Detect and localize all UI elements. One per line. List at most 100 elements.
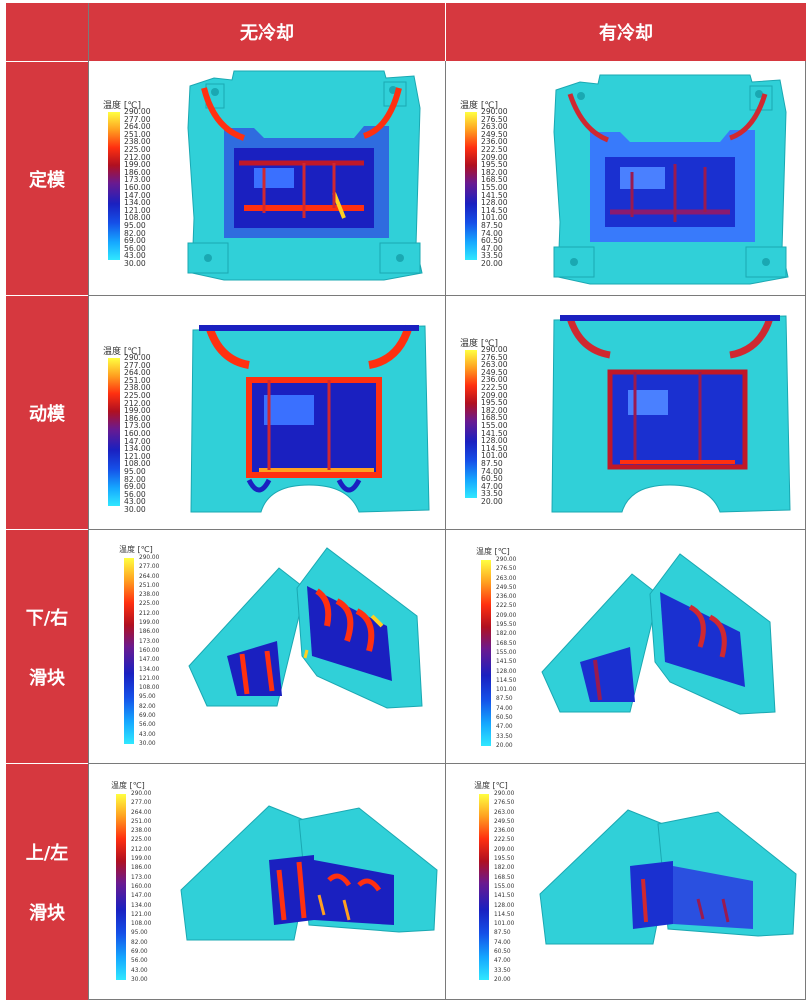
legend-value: 147.00 (124, 190, 151, 200)
legend-title: 温度 [℃] (476, 547, 510, 556)
legend-value: 87.50 (481, 220, 503, 230)
legend-value: 101.00 (481, 451, 508, 461)
legend-title: 温度 [℃] (474, 781, 508, 790)
legend-title: 温度 [℃] (103, 347, 141, 357)
legend-color-bar (108, 358, 120, 506)
legend-value: 43.00 (124, 251, 146, 261)
legend-value: 182.00 (481, 167, 508, 177)
legend-value: 30.00 (124, 504, 146, 514)
legend-value: 60.50 (494, 949, 511, 956)
legend-value: 186.00 (124, 167, 151, 177)
legend-value: 60.50 (481, 236, 503, 246)
legend-value: 33.50 (481, 251, 503, 261)
legend-value: 121.00 (124, 451, 151, 461)
legend-value: 43.00 (139, 731, 156, 738)
legend-value: 222.50 (494, 837, 515, 844)
cell-moving-mold-no-cooling: 温度 [℃] 290.00 277.00 264.00 251.00 238.00 225… (89, 296, 445, 529)
legend-title: 温度 [℃] (103, 101, 141, 111)
legend-value: 128.00 (481, 436, 508, 446)
legend-value: 56.00 (124, 243, 146, 253)
legend-value: 114.50 (494, 911, 515, 918)
fixed-mold-heatmap (553, 74, 789, 285)
legend-value: 209.00 (481, 152, 508, 162)
legend-value: 87.50 (481, 458, 503, 468)
legend-value: 47.00 (496, 724, 513, 731)
row-label-text: 下/右 (25, 607, 69, 629)
legend-value: 290.00 (481, 345, 508, 354)
legend-value: 212.00 (131, 846, 152, 853)
cell-upper-left-slider-no-cooling: 温度 [℃] 290.00 277.00 264.00 251.00 238.00 225… (89, 764, 445, 999)
legend-value: 141.50 (481, 190, 508, 200)
legend-value: 209.00 (494, 846, 515, 853)
cell-moving-mold-with-cooling: 温度 [℃] 290.00 276.50 263.00 249.50 236.00 222… (446, 296, 805, 529)
legend-value: 101.00 (494, 921, 515, 928)
legend-value: 212.00 (124, 398, 151, 408)
legend-value: 168.50 (496, 640, 517, 647)
legend-value: 249.50 (481, 367, 508, 377)
legend-value: 209.00 (481, 390, 508, 400)
legend-value: 160.00 (131, 883, 152, 890)
legend-value: 30.00 (131, 976, 148, 983)
legend-value: 155.00 (481, 182, 508, 192)
legend-value: 101.00 (496, 687, 517, 694)
legend-value: 155.00 (481, 420, 508, 430)
legend-value: 147.00 (124, 436, 151, 446)
legend-value: 290.00 (139, 555, 160, 561)
legend-value: 290.00 (124, 353, 151, 362)
legend-value: 95.00 (139, 694, 156, 701)
legend-value: 74.00 (481, 466, 503, 476)
legend-value: 276.50 (494, 800, 515, 807)
legend-value: 20.00 (496, 742, 513, 749)
header-no-cooling: 无冷却 (89, 3, 445, 61)
legend-value: 60.50 (496, 715, 513, 722)
legend-value: 212.00 (124, 152, 151, 162)
legend-value: 195.50 (481, 398, 508, 408)
legend-value: 147.00 (139, 657, 160, 664)
moving-mold-heatmap (551, 315, 791, 513)
legend-value: 141.50 (496, 659, 517, 666)
cell-lower-right-slider-with-cooling: 温度 [℃] 290.00 276.50 263.00 249.50 236.00 222… (446, 530, 805, 763)
legend-value: 195.50 (494, 856, 515, 863)
legend-value: 236.00 (494, 828, 515, 835)
legend-value: 82.00 (139, 703, 156, 710)
legend-value: 186.00 (131, 865, 152, 872)
legend-value: 82.00 (124, 228, 146, 238)
legend-value: 95.00 (124, 220, 146, 230)
legend-value: 277.00 (124, 114, 151, 124)
cell-fixed-mold-no-cooling: 温度 [℃] 290.00 277.00 264.00 251.00 238.00 225… (89, 62, 445, 295)
legend-value: 43.00 (124, 497, 146, 507)
legend-value: 173.00 (139, 638, 160, 645)
legend-value: 173.00 (124, 175, 151, 185)
legend-value: 236.00 (481, 137, 508, 147)
legend-value: 141.50 (494, 893, 515, 900)
legend-value: 128.00 (494, 902, 515, 909)
legend-value: 121.00 (124, 205, 151, 215)
legend-value: 60.50 (481, 474, 503, 484)
legend-values: 290.00 277.00 264.00 251.00 238.00 225.00 212.… (131, 791, 152, 984)
cell-upper-left-slider-with-cooling: 温度 [℃] 290.00 276.50 263.00 249.50 236.00 222… (446, 764, 805, 999)
legend-value: 222.50 (496, 603, 517, 610)
legend-value: 30.00 (139, 740, 156, 747)
legend-values: 290.00 276.50 263.00 249.50 236.00 222.50 209.… (481, 345, 508, 505)
legend-value: 238.00 (124, 383, 151, 393)
legend-value: 82.00 (124, 474, 146, 484)
legend-value: 114.50 (481, 205, 508, 215)
temperature-legend: 温度 [℃] 290.00 277.00 264.00 251.00 238.00 225… (111, 780, 151, 983)
legend-value: 222.50 (481, 144, 508, 154)
legend-value: 238.00 (139, 592, 160, 599)
legend-value: 276.50 (481, 114, 508, 124)
legend-value: 56.00 (131, 958, 148, 965)
legend-value: 47.00 (481, 481, 503, 491)
legend-value: 20.00 (494, 976, 511, 983)
legend-value: 276.50 (481, 352, 508, 362)
legend-value: 182.00 (496, 631, 517, 638)
legend-color-bar (465, 350, 477, 498)
legend-value: 47.00 (481, 243, 503, 253)
legend-value: 199.00 (124, 160, 151, 170)
comparison-table: 无冷却 有冷却 定模 动模 下/右 滑块 上/左 滑块 温度 [℃] 290.0… (6, 3, 806, 1000)
row-label-text: 滑块 (29, 903, 65, 924)
legend-value: 168.50 (481, 413, 508, 423)
legend-value: 212.00 (139, 610, 160, 617)
legend-value: 290.00 (131, 791, 152, 797)
legend-values: 290.00 277.00 264.00 251.00 238.00 225.00 212.… (139, 555, 160, 748)
